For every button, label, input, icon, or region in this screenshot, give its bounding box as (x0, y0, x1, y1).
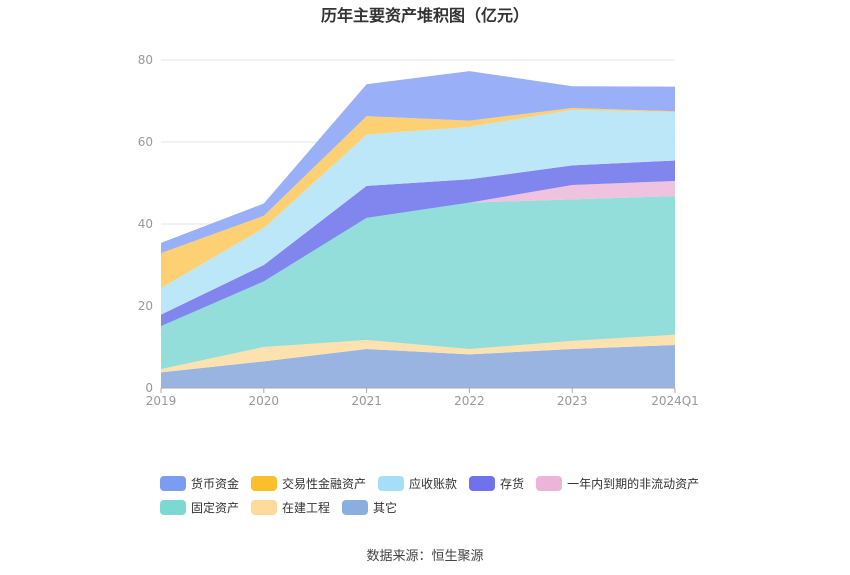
x-tick-label: 2022 (454, 394, 485, 408)
legend-swatch (160, 475, 186, 491)
legend-label: 货币资金 (191, 476, 240, 491)
legend-item[interactable]: 其它 (342, 499, 397, 516)
x-tick-label: 2024Q1 (651, 394, 699, 408)
legend-label: 存货 (500, 476, 525, 491)
legend-label: 应收账款 (409, 476, 458, 491)
legend-swatch (160, 499, 186, 515)
legend-swatch (536, 475, 563, 491)
legend-label: 一年内到期的非流动资产 (567, 476, 700, 491)
area-series-7 (161, 71, 675, 254)
y-tick-label: 60 (138, 135, 153, 149)
legend-row-1: 货币资金 交易性金融资产 应收账款 存货 一年内到期的非流动资产 (160, 471, 720, 495)
legend-row-2: 固定资产 在建工程 其它 (160, 495, 720, 519)
chart-title: 历年主要资产堆积图（亿元） (320, 6, 529, 25)
y-tick-label: 40 (138, 217, 153, 231)
legend-item[interactable]: 一年内到期的非流动资产 (536, 475, 699, 492)
y-tick-label: 20 (138, 299, 153, 313)
source-note: 数据来源：恒生聚源 (366, 549, 484, 564)
axes: 0 20 40 60 80 2019 2020 2021 2022 2023 2024Q1 (138, 53, 699, 408)
legend-label: 其它 (373, 500, 398, 515)
area-series-0 (161, 344, 675, 388)
x-tick-label: 2021 (351, 394, 382, 408)
area-series-4 (161, 160, 675, 327)
legend: 货币资金 交易性金融资产 应收账款 存货 一年内到期的非流动资产 固定资产 在建工程 其它 (160, 471, 720, 519)
legend-swatch (251, 475, 278, 491)
legend-label: 在建工程 (282, 500, 331, 515)
area-series-1 (161, 334, 675, 373)
legend-label: 交易性金融资产 (282, 476, 367, 491)
legend-item[interactable]: 存货 (469, 475, 524, 492)
legend-item[interactable]: 应收账款 (378, 475, 457, 492)
area-series-5 (161, 110, 675, 315)
legend-label: 固定资产 (191, 500, 240, 515)
y-tick-label: 0 (145, 381, 153, 395)
area-series-2 (161, 196, 675, 370)
legend-swatch (469, 475, 496, 491)
x-tick-label: 2020 (249, 394, 280, 408)
x-tick-label: 2023 (557, 394, 588, 408)
legend-swatch (378, 475, 405, 491)
legend-item[interactable]: 货币资金 (160, 475, 239, 492)
legend-swatch (251, 499, 278, 515)
stacked-areas (161, 71, 675, 388)
legend-item[interactable]: 在建工程 (251, 499, 330, 516)
legend-item[interactable]: 交易性金融资产 (251, 475, 366, 492)
legend-item[interactable]: 固定资产 (160, 499, 239, 516)
legend-swatch (342, 499, 369, 515)
y-tick-label: 80 (138, 53, 153, 67)
x-tick-label: 2019 (146, 394, 177, 408)
area-series-3 (161, 180, 675, 327)
